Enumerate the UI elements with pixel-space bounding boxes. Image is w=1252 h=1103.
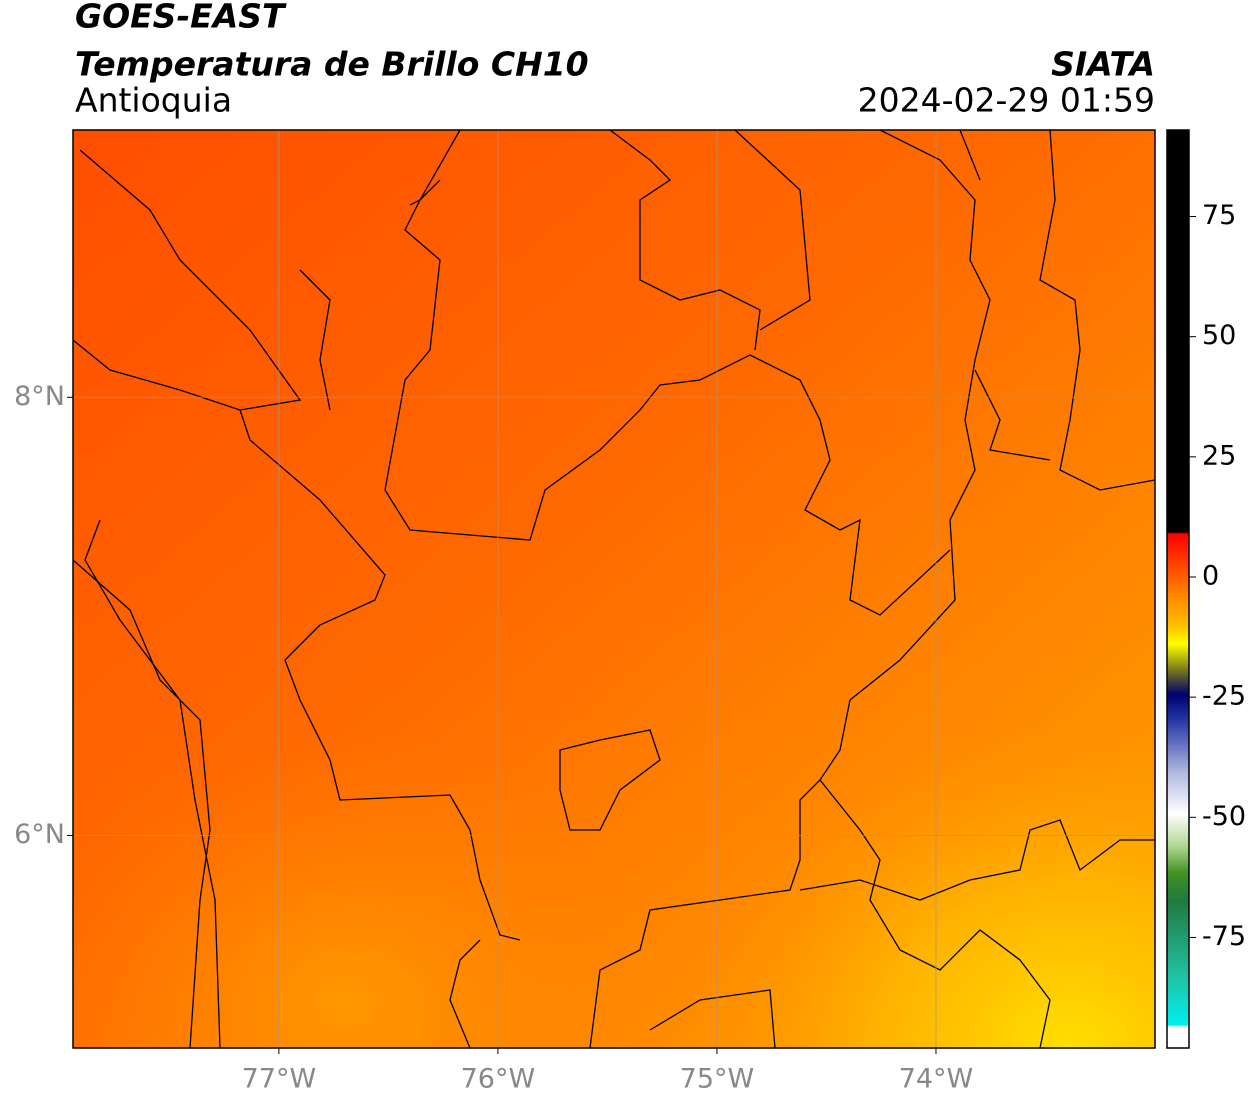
x-tick-label: 76°W [461,1064,536,1095]
colorbar-tick-label: 50 [1202,320,1236,351]
region: Antioquia [75,81,232,120]
datetime: 2024-02-29 01:59 [858,81,1155,120]
source: SIATA [1051,45,1155,84]
x-tick-label: 74°W [899,1064,974,1095]
y-tick-label: 8°N [14,381,65,412]
title: GOES-EAST [75,0,287,36]
map-frame [72,129,1156,1049]
colorbar-tick-label: 0 [1202,560,1219,591]
colorbar-tick-label: -25 [1202,681,1246,712]
map-image [73,130,1155,1048]
x-tick-label: 77°W [242,1064,317,1095]
y-tick-label: 6°N [14,819,65,850]
subtitle: Temperatura de Brillo CH10 [75,45,589,84]
colorbar-tick-label: -50 [1202,801,1246,832]
colorbar-tick-label: 75 [1202,200,1236,231]
colorbar-tick-label: 25 [1202,440,1236,471]
colorbar-tick-label: -75 [1202,921,1246,952]
x-tick-label: 75°W [680,1064,755,1095]
colorbar [1166,129,1190,1049]
